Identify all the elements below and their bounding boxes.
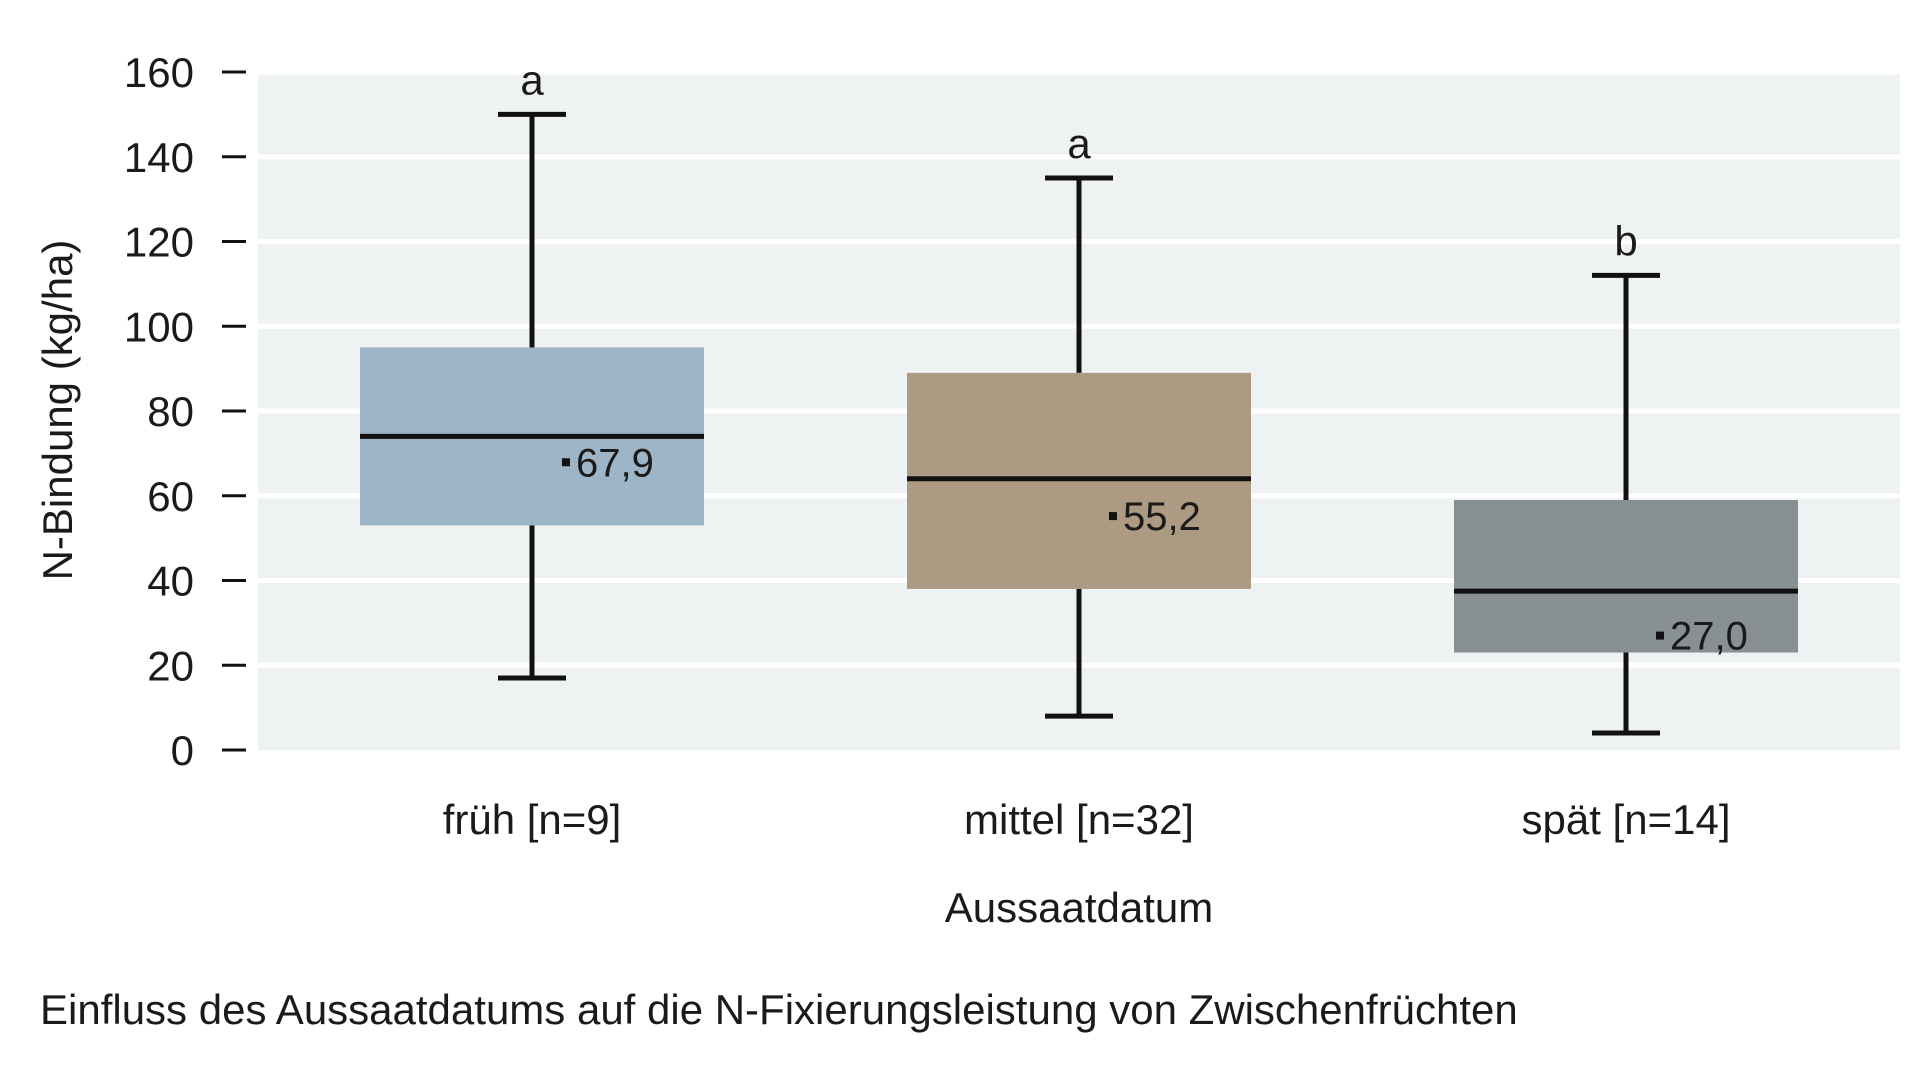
mean-marker [1656,631,1664,640]
y-tick-label: 120 [124,219,194,266]
y-axis: 0 20 40 60 80 100 120 140 160 [124,49,246,774]
mean-marker [1109,512,1117,521]
box-plots: 67,9 a 55,2 a 27,0 b [360,56,1798,736]
x-category-label: früh [n=9] [443,796,622,843]
box-group: 55,2 a [907,120,1251,719]
y-tick-label: 60 [147,473,194,520]
box-group: 27,0 b [1454,217,1798,736]
y-tick-label: 140 [124,134,194,181]
mean-label: 67,9 [576,441,654,485]
significance-letter: a [520,56,544,103]
significance-letter: b [1614,217,1637,264]
box-group: 67,9 a [360,56,704,681]
y-tick-label: 20 [147,642,194,689]
mean-label: 55,2 [1123,495,1201,539]
y-tick-label: 160 [124,49,194,96]
y-axis-title: N-Bindung (kg/ha) [34,240,81,581]
x-category-label: spät [n=14] [1522,796,1731,843]
x-axis-title: Aussaatdatum [945,884,1214,931]
significance-letter: a [1067,120,1091,167]
mean-label: 27,0 [1670,615,1748,659]
y-tick-label: 40 [147,558,194,605]
y-tick-label: 0 [171,727,194,774]
y-tick-label: 80 [147,388,194,435]
figure-caption: Einfluss des Aussaatdatums auf die N-Fix… [40,986,1518,1033]
y-tick-label: 100 [124,303,194,350]
mean-marker [562,458,570,467]
x-category-label: mittel [n=32] [964,796,1194,843]
x-axis: früh [n=9] mittel [n=32] spät [n=14] [443,796,1731,843]
iqr-box [1454,499,1798,653]
